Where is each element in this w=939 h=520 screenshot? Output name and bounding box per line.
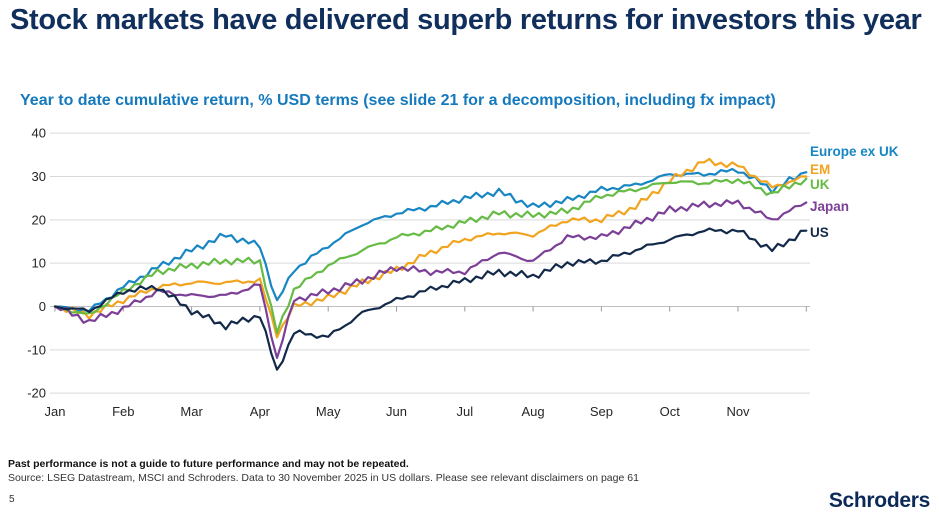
x-axis-label-oct: Oct xyxy=(660,404,681,419)
line-series-uk xyxy=(53,177,808,335)
line-series-europe-ex-uk xyxy=(53,167,808,313)
line-series-us xyxy=(53,227,808,371)
legend-label-europe-ex-uk: Europe ex UK xyxy=(810,144,899,159)
x-axis-label-apr: Apr xyxy=(250,404,271,419)
disclaimer-text: Past performance is not a guide to futur… xyxy=(8,458,409,470)
legend-label-uk: UK xyxy=(810,177,830,192)
legend-label-japan: Japan xyxy=(810,199,850,214)
y-axis-tick-label: 20 xyxy=(32,212,46,227)
line-series-japan xyxy=(53,199,808,359)
x-axis-label-mar: Mar xyxy=(180,404,203,419)
schroders-logo: Schroders xyxy=(828,489,930,512)
legend-label-em: EM xyxy=(810,162,831,177)
x-axis-label-sep: Sep xyxy=(590,404,613,419)
footer: Past performance is not a guide to futur… xyxy=(8,458,908,484)
page-number: 5 xyxy=(9,494,15,505)
y-axis-tick-label: 10 xyxy=(32,256,46,271)
x-axis-label-may: May xyxy=(316,404,341,419)
chart-legend: Europe ex UK EM UK Japan US xyxy=(810,118,935,378)
y-axis-tick-label: 30 xyxy=(32,169,46,184)
line-series-em xyxy=(53,157,808,339)
y-axis-tick-label: -10 xyxy=(27,342,46,357)
line-chart-canvas: 40 30 20 10 0 -10 -20 Jan Feb Mar Apr May Jun Jul Aug S… xyxy=(27,126,810,419)
source-text: Source: LSEG Datastream, MSCI and Schrod… xyxy=(8,472,639,484)
ytd-returns-chart: 40 30 20 10 0 -10 -20 Jan Feb Mar Apr May Jun Jul Aug S… xyxy=(0,118,939,430)
chart-subtitle: Year to date cumulative return, % USD te… xyxy=(20,92,776,109)
x-axis-label-jan: Jan xyxy=(45,404,66,419)
y-axis-tick-label: 0 xyxy=(39,299,46,314)
y-axis-tick-label: -20 xyxy=(27,386,46,401)
x-axis-label-jun: Jun xyxy=(386,404,407,419)
x-axis-label-nov: Nov xyxy=(726,404,750,419)
y-axis-tick-label: 40 xyxy=(32,126,46,141)
x-axis-label-feb: Feb xyxy=(112,404,134,419)
x-axis-label-jul: Jul xyxy=(456,404,473,419)
x-axis-label-aug: Aug xyxy=(522,404,545,419)
slide-title: Stock markets have delivered superb retu… xyxy=(10,4,922,36)
legend-label-us: US xyxy=(810,225,829,240)
